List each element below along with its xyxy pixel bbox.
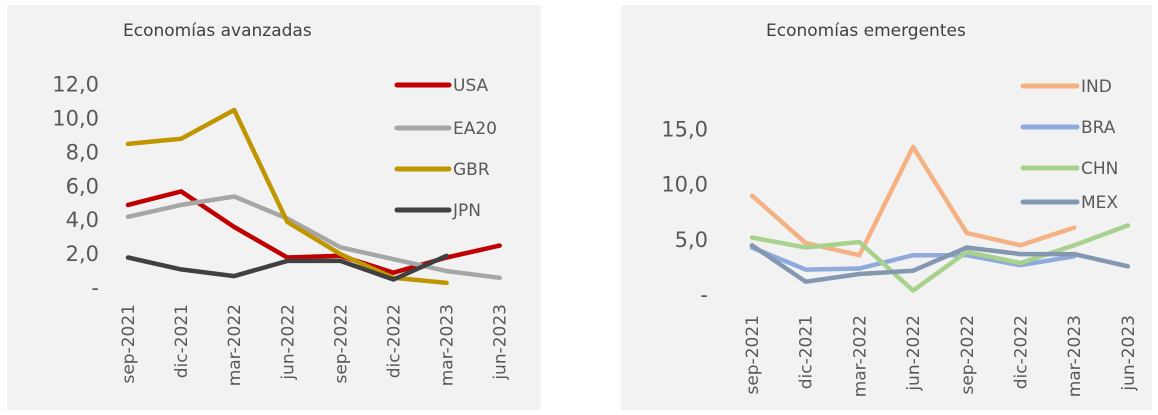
legend-label-ind: IND <box>1081 77 1112 97</box>
series-line-jpn <box>125 253 449 282</box>
y-tick-label: 4,0 <box>66 208 99 232</box>
series-line-bra <box>749 245 1077 272</box>
legend-label-gbr: GBR <box>453 160 490 180</box>
chart-advanced-economies: Economías avanzadas - 2,0 4,0 6,0 8,0 10,0 12,… <box>52 21 511 386</box>
series-line-ind <box>749 144 1077 258</box>
y-tick-label: 2,0 <box>66 242 99 266</box>
chart-title: Economías emergentes <box>766 21 966 41</box>
y-tick-label: 15,0 <box>661 117 708 141</box>
y-tick-label: 12,0 <box>52 73 99 97</box>
legend: IND BRA CHN MEX <box>1020 77 1118 213</box>
x-tick-label: dic-2021 <box>797 315 817 389</box>
x-axis: sep-2021 dic-2021 mar-2022 jun-2022 sep-2022… <box>743 315 1139 397</box>
y-tick-label: - <box>91 276 99 300</box>
y-tick-label: 5,0 <box>675 228 708 252</box>
plot-area <box>749 144 1131 293</box>
series-line-ea20 <box>125 194 502 281</box>
series-line-chn <box>749 223 1131 293</box>
x-tick-label: jun-2023 <box>1119 315 1139 392</box>
x-tick-label: sep-2022 <box>331 304 351 384</box>
x-tick-label: mar-2022 <box>225 304 245 386</box>
x-tick-label: dic-2021 <box>172 304 192 378</box>
chart-panel-emerging: Economías emergentes - 5,0 10,0 15,0 sep-20… <box>621 5 1152 410</box>
x-tick-label: jun-2022 <box>278 304 298 381</box>
series-line-mex <box>749 243 1131 284</box>
x-tick-label: jun-2022 <box>904 315 924 392</box>
plot-area <box>125 107 502 286</box>
x-tick-label: dic-2022 <box>1012 315 1032 389</box>
x-axis: sep-2021 dic-2021 mar-2022 jun-2022 sep-2022… <box>119 304 511 386</box>
chart-emerging-economies: Economías emergentes - 5,0 10,0 15,0 sep-20… <box>661 21 1139 397</box>
y-tick-label: 10,0 <box>52 107 99 131</box>
legend-label-jpn: JPN <box>452 201 481 221</box>
x-tick-label: mar-2023 <box>438 304 458 386</box>
y-tick-label: 8,0 <box>66 140 99 164</box>
legend-label-bra: BRA <box>1081 118 1116 138</box>
x-tick-label: sep-2021 <box>743 315 763 395</box>
x-tick-label: jun-2023 <box>491 304 511 381</box>
y-axis: - 5,0 10,0 15,0 <box>661 117 708 307</box>
legend-label-ea20: EA20 <box>453 119 497 139</box>
x-tick-label: dic-2022 <box>385 304 405 378</box>
chart-panel-advanced: Economías avanzadas - 2,0 4,0 6,0 8,0 10,0 12,… <box>7 5 541 410</box>
y-axis: - 2,0 4,0 6,0 8,0 10,0 12,0 <box>52 73 99 300</box>
x-tick-label: sep-2021 <box>119 304 139 384</box>
y-tick-label: - <box>700 283 708 307</box>
x-tick-label: mar-2023 <box>1065 315 1085 397</box>
y-tick-label: 6,0 <box>66 174 99 198</box>
legend-label-mex: MEX <box>1081 193 1118 213</box>
legend-label-usa: USA <box>453 76 489 96</box>
x-tick-label: mar-2022 <box>850 315 870 397</box>
legend-label-chn: CHN <box>1081 159 1118 179</box>
chart-title: Economías avanzadas <box>123 21 312 41</box>
legend: USA EA20 GBR JPN <box>394 76 497 221</box>
x-tick-label: sep-2022 <box>958 315 978 395</box>
y-tick-label: 10,0 <box>661 173 708 197</box>
